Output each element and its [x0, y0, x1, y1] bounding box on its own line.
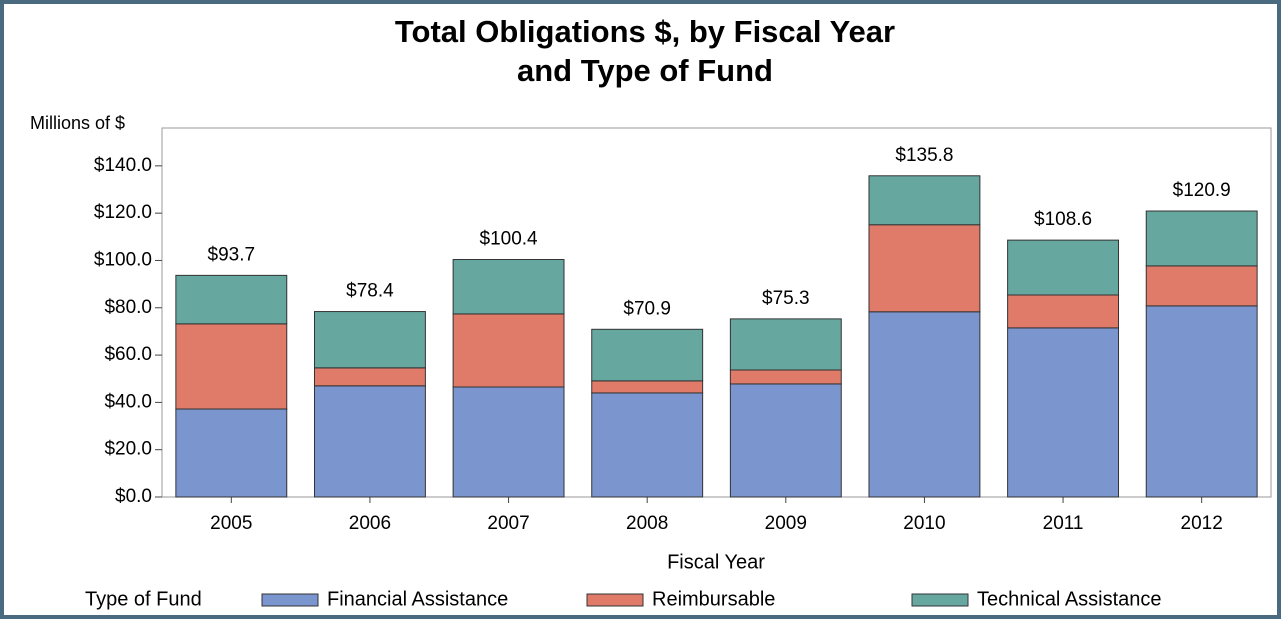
- y-tick-label: $140.0: [94, 155, 152, 176]
- x-tick-label: 2007: [487, 513, 529, 534]
- y-tick-label: $60.0: [104, 344, 152, 365]
- total-label: $78.4: [346, 281, 394, 302]
- x-tick-label: 2006: [349, 513, 391, 534]
- bar-segment: [729, 369, 842, 385]
- x-tick-label: 2012: [1181, 513, 1223, 534]
- x-tick-label: 2008: [626, 513, 668, 534]
- legend-swatch: [586, 593, 644, 607]
- total-label: $93.7: [208, 244, 256, 265]
- bar-segment: [868, 224, 981, 313]
- bar-segment: [313, 367, 426, 387]
- legend-label: Reimbursable: [652, 588, 775, 610]
- chart-title: Total Obligations $, by Fiscal Year: [395, 14, 895, 49]
- y-tick-label: $120.0: [94, 202, 152, 223]
- x-tick-label: 2009: [765, 513, 807, 534]
- bar-segment: [1145, 265, 1258, 307]
- bar-segment: [729, 383, 842, 498]
- bar-segment: [1007, 294, 1120, 329]
- bar-segment: [591, 380, 704, 394]
- bar-segment: [729, 318, 842, 371]
- y-tick-label: $20.0: [104, 439, 152, 460]
- y-axis-label: Millions of $: [30, 113, 125, 133]
- x-tick-label: 2010: [903, 513, 945, 534]
- bar-segment: [1145, 210, 1258, 267]
- bar-segment: [1145, 305, 1258, 498]
- y-tick-label: $100.0: [94, 249, 152, 270]
- total-label: $70.9: [623, 298, 671, 319]
- y-tick-label: $80.0: [104, 297, 152, 318]
- y-tick-label: $0.0: [115, 486, 152, 507]
- bar-segment: [868, 311, 981, 498]
- total-label: $135.8: [895, 145, 953, 166]
- bar-segment: [868, 175, 981, 226]
- chart-title: and Type of Fund: [517, 53, 773, 88]
- bar-segment: [175, 408, 288, 498]
- total-label: $75.3: [762, 288, 810, 309]
- total-label: $100.4: [480, 229, 539, 250]
- legend-title: Type of Fund: [85, 588, 202, 610]
- y-tick-label: $40.0: [104, 391, 152, 412]
- bar-segment: [175, 274, 288, 325]
- bar-segment: [175, 323, 288, 410]
- x-tick-label: 2005: [210, 513, 252, 534]
- bar-segment: [313, 385, 426, 498]
- total-label: $108.6: [1034, 209, 1092, 230]
- bar-segment: [591, 328, 704, 382]
- bar-segment: [452, 386, 565, 498]
- bar-segment: [452, 313, 565, 388]
- bar-segment: [591, 392, 704, 498]
- bar-segment: [313, 311, 426, 369]
- legend-label: Technical Assistance: [977, 588, 1162, 610]
- legend-label: Financial Assistance: [327, 588, 508, 610]
- legend-swatch: [261, 593, 319, 607]
- x-axis-label: Fiscal Year: [667, 551, 765, 573]
- bar-segment: [452, 259, 565, 315]
- total-label: $120.9: [1173, 180, 1231, 201]
- legend-swatch: [911, 593, 969, 607]
- bar-segment: [1007, 239, 1120, 296]
- bar-segment: [1007, 327, 1120, 498]
- x-tick-label: 2011: [1043, 513, 1084, 534]
- plot-frame: [161, 127, 1272, 498]
